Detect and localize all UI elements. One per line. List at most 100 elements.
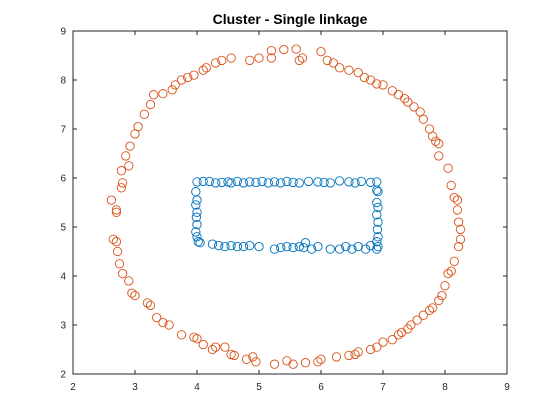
scatter-point xyxy=(152,312,162,323)
scatter-point xyxy=(424,305,435,315)
scatter-point xyxy=(322,55,332,66)
scatter-point xyxy=(313,241,323,252)
scatter-point xyxy=(449,256,459,266)
scatter-point xyxy=(372,244,382,254)
x-tick-label: 4 xyxy=(194,382,200,393)
scatter-point xyxy=(254,53,264,63)
scatter-point xyxy=(276,178,286,188)
scatter-point xyxy=(331,352,342,362)
chart-title: Cluster - Single linkage xyxy=(213,11,368,27)
scatter-point xyxy=(210,58,221,68)
scatter-point xyxy=(207,344,218,355)
scatter-point xyxy=(226,240,236,251)
scatter-point xyxy=(393,90,404,100)
scatter-point xyxy=(294,178,304,188)
scatter-point xyxy=(220,342,230,352)
scatter-point xyxy=(403,97,413,107)
scatter-point xyxy=(396,327,407,338)
scatter-point xyxy=(245,240,255,251)
y-tick-label: 7 xyxy=(60,125,66,136)
scatter-point xyxy=(365,177,376,188)
scatter-point xyxy=(251,357,261,367)
scatter-point xyxy=(125,141,135,151)
scatter-point xyxy=(288,242,298,253)
scatter-point xyxy=(226,53,236,63)
scatter-point xyxy=(427,131,438,141)
scatter-point xyxy=(325,244,335,254)
scatter-point xyxy=(198,339,208,350)
scatter-point xyxy=(372,177,382,187)
scatter-point xyxy=(220,241,230,252)
scatter-point xyxy=(387,335,397,345)
scatter-point xyxy=(189,332,199,342)
scatter-point xyxy=(263,178,273,188)
scatter-point xyxy=(257,176,267,187)
scatter-point xyxy=(133,121,143,132)
scatter-point xyxy=(241,354,252,364)
y-tick-label: 6 xyxy=(60,174,66,185)
scatter-point xyxy=(291,44,301,54)
scatter-point xyxy=(372,224,383,235)
scatter-point xyxy=(124,161,134,171)
scatter-point xyxy=(409,102,419,112)
scatter-point xyxy=(449,192,459,203)
scatter-point xyxy=(201,63,211,73)
scatter-point xyxy=(127,288,137,298)
scatter-point xyxy=(111,237,122,247)
scatter-point xyxy=(313,357,323,367)
axes-box xyxy=(72,30,508,375)
scatter-point xyxy=(440,281,450,291)
scatter-point xyxy=(148,90,159,100)
scatter-point xyxy=(443,268,453,279)
scatter-point xyxy=(217,55,227,66)
x-tick-label: 5 xyxy=(256,382,262,393)
scatter-point xyxy=(198,176,208,187)
scatter-point xyxy=(350,349,360,360)
scatter-point xyxy=(226,349,236,360)
scatter-point xyxy=(434,295,444,306)
scatter-point xyxy=(443,163,453,173)
scatter-point xyxy=(452,205,463,215)
scatter-point xyxy=(164,320,174,330)
y-tick-label: 4 xyxy=(60,272,66,283)
scatter-point xyxy=(427,303,438,313)
scatter-point xyxy=(279,44,289,55)
x-tick-label: 6 xyxy=(318,382,324,393)
scatter-point xyxy=(316,354,326,364)
y-tick-label: 9 xyxy=(60,27,66,38)
scatter-point xyxy=(294,55,304,66)
scatter-point xyxy=(191,212,202,222)
scatter-point xyxy=(334,176,345,186)
scatter-point xyxy=(145,300,156,311)
scatter-point xyxy=(344,350,354,361)
scatter-point xyxy=(117,178,128,188)
scatter-point xyxy=(254,241,264,252)
scatter-point xyxy=(446,266,456,276)
scatter-point xyxy=(108,234,118,244)
scatter-point xyxy=(328,58,339,68)
scatter-point xyxy=(232,176,242,187)
scatter-point xyxy=(266,53,277,63)
scatter-point xyxy=(372,197,382,208)
scatter-point xyxy=(198,65,208,75)
scatter-point xyxy=(400,93,410,104)
scatter-point xyxy=(117,268,128,279)
scatter-point xyxy=(124,276,134,286)
scatter-point xyxy=(288,177,298,188)
scatter-point xyxy=(373,202,383,213)
scatter-point xyxy=(344,65,354,75)
scatter-point xyxy=(226,178,236,188)
scatter-point xyxy=(269,359,280,369)
scatter-point xyxy=(378,337,388,347)
scatter-point xyxy=(431,136,441,146)
scatter-point xyxy=(183,72,193,83)
scatter-point xyxy=(372,79,382,89)
scatter-point xyxy=(192,195,202,205)
scatter-point xyxy=(319,177,329,188)
scatter-point xyxy=(207,239,218,249)
scatter-point xyxy=(251,177,261,188)
x-tick-label: 7 xyxy=(380,382,386,393)
scatter-point xyxy=(300,358,311,368)
scatter-point xyxy=(189,70,199,80)
